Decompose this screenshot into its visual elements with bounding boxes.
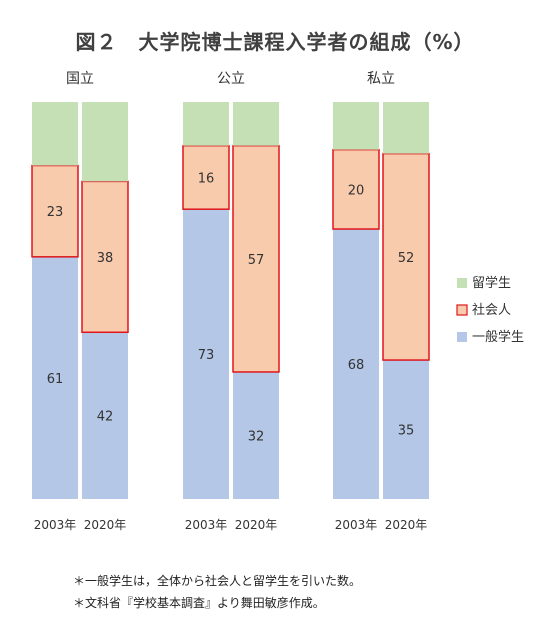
bar-留学生-5 [383,102,429,154]
bar-一般学生-5 [383,360,429,499]
year-label: 2020年 [385,518,428,532]
data-label: 73 [198,348,215,363]
year-label: 2020年 [235,518,278,532]
group-label: 国立 [66,71,94,87]
year-label: 2003年 [34,518,77,532]
legend-label: 社会人 [472,302,511,318]
bar-留学生-1 [82,102,128,182]
data-label: 38 [97,251,114,266]
data-label: 23 [47,205,64,220]
data-label: 35 [398,424,415,439]
footnote-1: ＊一般学生は，全体から社会人と留学生を引いた数。 [73,574,362,588]
bar-留学生-4 [333,102,379,150]
bar-一般学生-4 [333,229,379,500]
chart-title: 図２ 大学院博士課程入学者の組成（%） [75,30,475,54]
data-label: 68 [348,358,365,373]
bar-一般学生-3 [233,371,279,499]
legend-swatch [457,278,467,288]
legend-swatch [456,304,468,316]
year-label: 2003年 [185,518,228,532]
bar-社会人-5 [382,152,430,361]
group-label: 公立 [217,71,245,87]
bar-一般学生-2 [183,209,229,499]
bar-一般学生-0 [32,256,78,499]
data-label: 42 [97,410,114,425]
bar-社会人-0 [31,164,79,258]
bar-留学生-3 [233,102,279,146]
data-label: 16 [198,171,215,186]
footnote-2: ＊文科省『学校基本調査』より舞田敏彦作成。 [73,596,325,610]
bar-社会人-4 [332,148,380,230]
bar-留学生-2 [183,102,229,146]
bar-留学生-0 [32,102,78,166]
group-label: 私立 [367,71,395,87]
data-label: 61 [47,372,64,387]
legend-label: 留学生 [472,275,511,291]
data-label: 20 [348,183,365,198]
data-label: 57 [248,253,265,268]
data-label: 32 [248,429,265,444]
bar-社会人-3 [232,144,280,373]
data-label: 52 [398,251,415,266]
legend-swatch [457,332,467,342]
bar-一般学生-1 [82,332,128,499]
legend-label: 一般学生 [472,329,524,345]
bar-社会人-1 [81,180,129,334]
labels-layer: 61 23 42 38 73 16 32 57 68 20 35 52 国立 2003年 2020年 公立 20… [34,71,428,532]
bars-layer [31,102,430,500]
year-label: 2003年 [335,518,378,532]
year-label: 2020年 [84,518,127,532]
